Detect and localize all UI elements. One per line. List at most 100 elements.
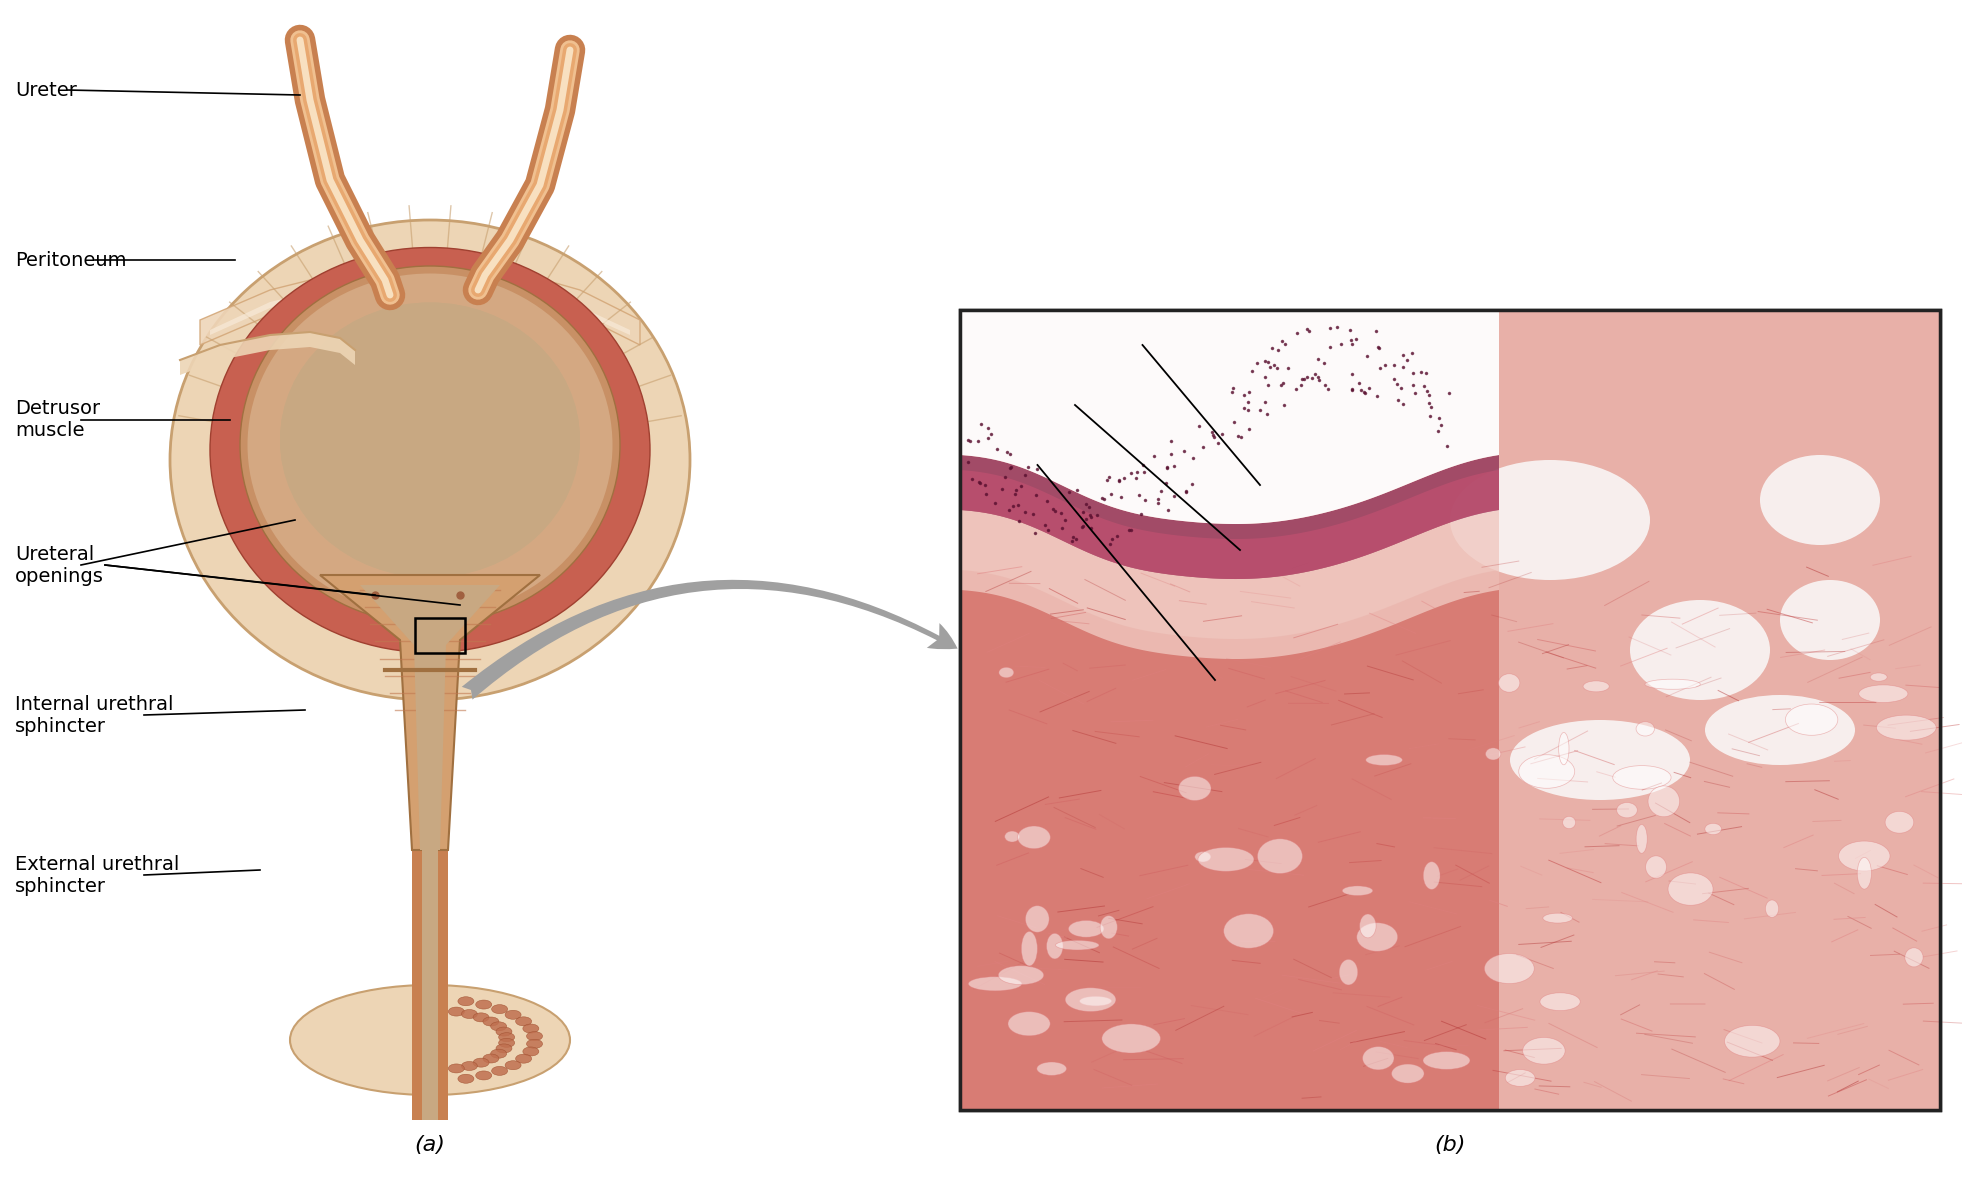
Ellipse shape (551, 403, 577, 419)
Ellipse shape (430, 325, 445, 341)
Ellipse shape (392, 343, 406, 355)
Ellipse shape (1258, 839, 1303, 874)
Ellipse shape (357, 338, 381, 356)
Ellipse shape (545, 434, 569, 446)
Ellipse shape (463, 345, 483, 359)
Ellipse shape (284, 401, 306, 419)
Ellipse shape (473, 1013, 489, 1022)
Ellipse shape (1648, 786, 1679, 816)
Ellipse shape (457, 1075, 475, 1083)
Polygon shape (200, 264, 640, 345)
Ellipse shape (398, 314, 416, 331)
Ellipse shape (1542, 914, 1572, 923)
Text: Ureter: Ureter (16, 81, 77, 100)
Ellipse shape (1636, 825, 1648, 853)
Ellipse shape (502, 353, 524, 369)
Ellipse shape (1630, 600, 1770, 700)
Ellipse shape (296, 422, 314, 433)
Ellipse shape (312, 410, 330, 427)
Ellipse shape (1485, 953, 1534, 983)
Ellipse shape (475, 1071, 492, 1079)
Ellipse shape (526, 1040, 543, 1048)
Ellipse shape (1613, 766, 1672, 790)
Ellipse shape (388, 332, 402, 343)
Ellipse shape (530, 411, 547, 426)
FancyArrowPatch shape (461, 579, 957, 700)
Ellipse shape (1760, 456, 1880, 545)
Ellipse shape (516, 1017, 532, 1025)
Ellipse shape (412, 326, 434, 339)
Ellipse shape (1785, 704, 1838, 736)
Ellipse shape (1065, 988, 1116, 1012)
Ellipse shape (1523, 1037, 1566, 1064)
Ellipse shape (249, 275, 610, 615)
Ellipse shape (1450, 460, 1650, 581)
Text: Peritoneum: Peritoneum (16, 250, 126, 269)
Ellipse shape (542, 407, 561, 422)
Ellipse shape (473, 323, 492, 335)
Ellipse shape (1838, 841, 1889, 871)
Polygon shape (210, 278, 630, 335)
Ellipse shape (1644, 679, 1701, 689)
Ellipse shape (498, 1039, 514, 1047)
Text: Lamina propria: Lamina propria (969, 395, 1118, 415)
Ellipse shape (494, 362, 514, 379)
Ellipse shape (1036, 1063, 1067, 1076)
Ellipse shape (298, 406, 320, 422)
Ellipse shape (1069, 921, 1105, 938)
Ellipse shape (457, 996, 475, 1006)
Ellipse shape (322, 388, 341, 405)
Ellipse shape (1224, 914, 1273, 948)
Ellipse shape (530, 382, 549, 399)
Ellipse shape (526, 1031, 543, 1041)
Ellipse shape (1905, 948, 1923, 966)
Ellipse shape (502, 337, 518, 350)
Ellipse shape (1026, 906, 1050, 933)
Ellipse shape (412, 338, 436, 352)
Ellipse shape (522, 1047, 540, 1057)
Ellipse shape (1885, 811, 1913, 833)
Ellipse shape (449, 1064, 465, 1073)
Ellipse shape (1858, 685, 1907, 702)
Ellipse shape (492, 1005, 508, 1013)
Ellipse shape (345, 347, 369, 359)
Ellipse shape (371, 334, 394, 347)
Ellipse shape (290, 388, 312, 406)
Ellipse shape (496, 1027, 512, 1036)
Ellipse shape (281, 303, 581, 577)
Ellipse shape (398, 327, 418, 341)
Ellipse shape (1360, 914, 1375, 938)
Ellipse shape (534, 433, 555, 450)
Ellipse shape (1005, 831, 1020, 841)
Ellipse shape (467, 335, 489, 346)
Ellipse shape (304, 435, 328, 446)
Ellipse shape (314, 355, 339, 369)
Ellipse shape (490, 1049, 506, 1058)
Ellipse shape (969, 977, 1022, 990)
Ellipse shape (308, 423, 328, 436)
Ellipse shape (449, 1007, 465, 1016)
Ellipse shape (485, 355, 504, 371)
Ellipse shape (1668, 873, 1713, 905)
Ellipse shape (306, 395, 320, 409)
Ellipse shape (559, 418, 577, 430)
Ellipse shape (1519, 755, 1575, 789)
Ellipse shape (1705, 823, 1721, 834)
Ellipse shape (538, 397, 555, 407)
Ellipse shape (1103, 1024, 1160, 1053)
Ellipse shape (428, 315, 447, 326)
Ellipse shape (498, 1033, 514, 1042)
Ellipse shape (492, 1066, 508, 1076)
Ellipse shape (379, 317, 404, 333)
Ellipse shape (316, 399, 336, 416)
Ellipse shape (543, 421, 567, 434)
Ellipse shape (1499, 674, 1521, 692)
Ellipse shape (516, 1054, 532, 1064)
Ellipse shape (1179, 776, 1211, 801)
Ellipse shape (1008, 1012, 1050, 1036)
Ellipse shape (1558, 732, 1570, 764)
Ellipse shape (1022, 932, 1038, 966)
Ellipse shape (475, 352, 492, 363)
Ellipse shape (532, 367, 555, 379)
Ellipse shape (1342, 886, 1373, 895)
